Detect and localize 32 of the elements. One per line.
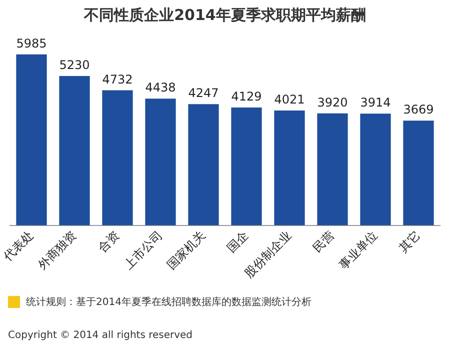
bar <box>16 54 47 226</box>
x-tick-label: 合资 <box>95 228 122 255</box>
data-label: 4438 <box>145 80 176 95</box>
x-tick-label: 外商独资 <box>35 228 79 272</box>
bar <box>188 104 219 226</box>
data-label: 3669 <box>403 102 434 117</box>
x-tick-label: 事业单位 <box>336 228 380 272</box>
x-tick-label: 代表处 <box>0 228 36 264</box>
x-tick-label: 国企 <box>224 228 251 255</box>
x-tick-label: 其它 <box>396 228 423 255</box>
data-label: 3914 <box>360 96 391 110</box>
data-label: 4021 <box>274 92 305 107</box>
x-tick-label: 民营 <box>310 228 337 255</box>
data-label: 4129 <box>231 90 262 104</box>
data-label: 3920 <box>317 96 348 110</box>
bar <box>145 98 176 226</box>
text: 统计规则：基于2014年夏季在线招聘数据库的数据监测统计分析 <box>26 296 312 309</box>
bar <box>102 90 133 226</box>
text: Copyright © 2014 all rights reserved <box>8 330 193 341</box>
chart-title: 不同性质企业2014年夏季求职期平均薪酬 <box>82 6 367 25</box>
data-label: 5230 <box>59 58 90 72</box>
data-label: 5985 <box>16 36 47 51</box>
x-tick-label: 上市公司 <box>121 228 165 272</box>
bar <box>403 120 434 226</box>
bar <box>59 76 90 226</box>
bar <box>231 107 262 226</box>
data-label: 4732 <box>102 72 133 86</box>
bar <box>274 110 305 226</box>
bar <box>317 113 348 226</box>
data-label: 4247 <box>188 86 219 100</box>
bar <box>360 114 391 226</box>
x-tick-label: 国家机关 <box>164 228 208 272</box>
